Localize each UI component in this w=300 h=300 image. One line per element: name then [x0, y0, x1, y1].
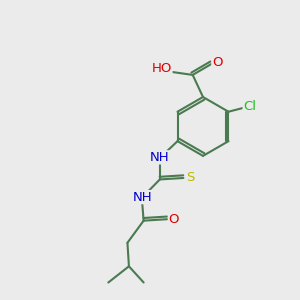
Text: NH: NH — [150, 151, 170, 164]
Text: NH: NH — [132, 190, 152, 204]
Text: Cl: Cl — [243, 100, 256, 113]
Text: S: S — [186, 172, 194, 184]
Text: O: O — [168, 213, 179, 226]
Text: O: O — [212, 56, 222, 69]
Text: HO: HO — [152, 62, 172, 75]
